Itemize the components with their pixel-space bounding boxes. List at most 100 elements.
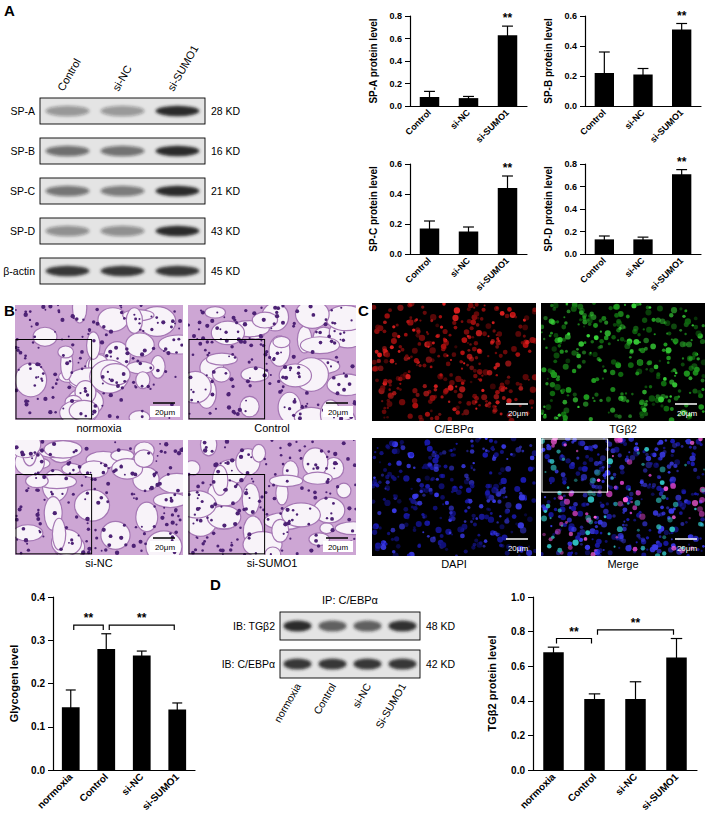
svg-text:SP-B: SP-B [10,145,35,157]
svg-text:0.0: 0.0 [564,101,577,111]
svg-text:0.0: 0.0 [511,765,525,776]
svg-text:SP-D protein level: SP-D protein level [543,166,554,252]
svg-text:si-NC: si-NC [85,557,113,569]
svg-text:Control: Control [578,107,608,137]
svg-text:si-NC: si-NC [448,255,472,279]
svg-text:β-actin: β-actin [3,265,35,277]
svg-text:16 KD: 16 KD [211,145,241,157]
svg-text:si-SUMO1: si-SUMO1 [648,255,685,292]
svg-text:0.6: 0.6 [564,11,577,21]
svg-text:1.0: 1.0 [511,592,525,603]
svg-text:si-NC: si-NC [448,107,472,131]
svg-text:si-NC: si-NC [119,771,145,797]
svg-text:si-NC: si-NC [613,771,639,797]
svg-text:C/EBPα: C/EBPα [434,423,474,435]
svg-text:0.8: 0.8 [564,159,577,169]
svg-text:**: ** [503,161,513,175]
svg-text:B: B [4,302,15,319]
svg-text:Merge: Merge [607,558,638,570]
svg-text:0.2: 0.2 [31,678,45,689]
svg-text:Control: Control [55,56,83,93]
svg-text:0.2: 0.2 [511,730,525,741]
svg-text:SP-D: SP-D [10,225,36,237]
svg-text:SP-C protein level: SP-C protein level [368,166,379,252]
svg-text:si-SUMO1: si-SUMO1 [474,107,511,144]
svg-text:SP-A: SP-A [10,105,35,117]
svg-text:D: D [210,576,221,593]
svg-text:si-SUMO1: si-SUMO1 [140,771,181,812]
svg-text:0.8: 0.8 [511,626,525,637]
svg-text:0.4: 0.4 [511,695,525,706]
svg-text:20μm: 20μm [155,543,176,552]
svg-text:si-SUMO1: si-SUMO1 [165,43,201,93]
svg-text:normoxia: normoxia [76,422,122,434]
svg-text:A: A [4,2,15,19]
svg-text:28 KD: 28 KD [211,105,241,117]
svg-text:20μm: 20μm [677,409,698,418]
svg-text:Control: Control [254,422,289,434]
svg-text:si-SUMO1: si-SUMO1 [474,255,511,292]
svg-text:48 KD: 48 KD [426,620,456,632]
svg-text:si-SUMO1: si-SUMO1 [648,107,685,144]
svg-text:TGβ2: TGβ2 [609,423,637,435]
svg-text:**: ** [677,155,687,169]
svg-text:0.6: 0.6 [389,159,402,169]
svg-text:20μm: 20μm [328,543,349,552]
svg-text:0.0: 0.0 [564,249,577,259]
svg-text:20μm: 20μm [677,544,698,553]
svg-text:0.2: 0.2 [564,227,577,237]
svg-text:0.3: 0.3 [31,635,45,646]
svg-text:Control: Control [403,107,433,137]
svg-text:0.4: 0.4 [564,204,577,214]
svg-text:43 KD: 43 KD [211,225,241,237]
svg-text:0.6: 0.6 [564,182,577,192]
svg-text:20μm: 20μm [508,409,529,418]
svg-text:20μm: 20μm [328,408,349,417]
svg-text:IB: TGβ2: IB: TGβ2 [233,620,275,632]
svg-text:**: ** [631,616,641,630]
svg-text:Control: Control [403,255,433,285]
svg-text:Control: Control [77,771,110,804]
svg-text:0.4: 0.4 [31,592,45,603]
svg-text:0.4: 0.4 [389,56,402,66]
svg-text:0.2: 0.2 [389,219,402,229]
svg-text:45 KD: 45 KD [211,265,241,277]
svg-text:0.0: 0.0 [389,101,402,111]
svg-text:Si-SUMO1: Si-SUMO1 [373,681,409,731]
svg-text:IB: C/EBPα: IB: C/EBPα [222,658,275,670]
svg-text:si-NC: si-NC [623,255,647,279]
svg-text:0.4: 0.4 [564,41,577,51]
svg-text:0.2: 0.2 [389,79,402,89]
svg-text:si-NC: si-NC [110,63,134,93]
svg-text:SP-C: SP-C [10,185,36,197]
svg-text:42 KD: 42 KD [426,658,456,670]
svg-text:si-SUMO1: si-SUMO1 [639,771,680,812]
svg-text:**: ** [503,11,513,25]
svg-text:normoxia: normoxia [271,681,303,725]
svg-text:SP-A protein level: SP-A protein level [368,18,379,103]
svg-text:20μm: 20μm [508,544,529,553]
svg-text:20μm: 20μm [155,408,176,417]
svg-text:si-NC: si-NC [350,681,374,710]
svg-text:0.2: 0.2 [564,71,577,81]
svg-text:Control: Control [311,681,338,716]
svg-text:si-NC: si-NC [623,107,647,131]
svg-text:0.1: 0.1 [31,721,45,732]
svg-text:Control: Control [578,255,608,285]
svg-text:**: ** [569,625,579,639]
svg-text:**: ** [84,611,94,625]
svg-text:0.8: 0.8 [389,11,402,21]
svg-text:C: C [358,302,369,319]
svg-text:0.4: 0.4 [389,189,402,199]
svg-text:si-SUMO1: si-SUMO1 [247,557,298,569]
svg-text:DAPI: DAPI [441,558,467,570]
svg-text:Control: Control [566,771,599,804]
svg-text:**: ** [137,611,147,625]
svg-text:Glycogen level: Glycogen level [8,645,20,723]
svg-text:normoxia: normoxia [35,771,75,811]
svg-text:0.0: 0.0 [389,249,402,259]
svg-text:normoxia: normoxia [518,771,558,811]
svg-text:IP: C/EBPα: IP: C/EBPα [322,594,379,606]
svg-text:21 KD: 21 KD [211,185,241,197]
svg-text:SP-B protein level: SP-B protein level [543,18,554,104]
